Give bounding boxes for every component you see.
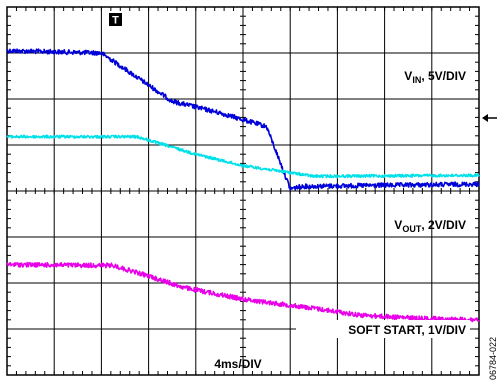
traces [6,48,480,323]
soft-start-label-background [296,320,470,338]
figure-id: 06784-022 [488,337,498,380]
trace-vout [6,134,480,179]
soft-start-label: SOFT START, 1V/DIV [348,323,466,337]
trace-vin [6,48,480,191]
offset-arrow-icon [482,114,497,122]
trace-soft-start [6,261,480,323]
trigger-marker-label: T [112,15,119,27]
vin-label: VIN, 5V/DIV [404,69,466,85]
trigger-marker: T [109,13,122,27]
timebase-label: 4ms/DIV [214,357,261,371]
vout-label: VOUT, 2V/DIV [394,218,466,234]
